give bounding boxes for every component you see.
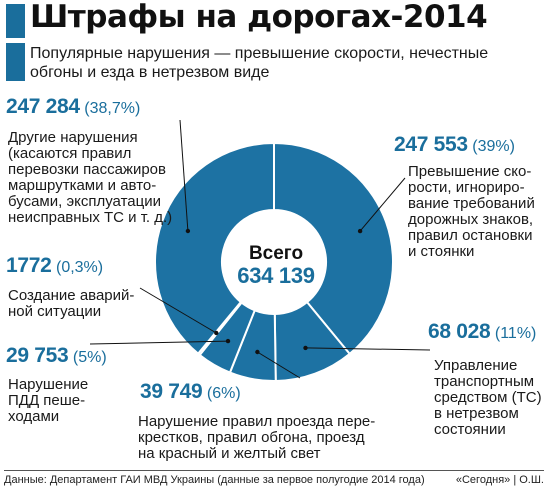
donut-slice-0 [273, 141, 394, 356]
slice-2-value-label: 39 749 (6%) [140, 380, 241, 406]
leader-lines [89, 119, 431, 379]
slice-2-description: Нарушение правил проезда пере- крестков,… [138, 414, 375, 462]
slice-1-desc-line: транспортным [434, 373, 535, 390]
slice-0-description: Превышение ско- рости, игнориро- вание т… [408, 164, 535, 260]
slice-0-desc-line: правил остановки [408, 227, 533, 244]
slice-3-description: Нарушение ПДД пеше- ходами [8, 377, 88, 425]
slice-4-percent: (0,3%) [55, 259, 104, 276]
slice-4-desc-line: ной ситуации [8, 303, 102, 320]
slice-0-value-label: 247 553 (39%) [394, 133, 515, 159]
slice-5-value: 247 284 [6, 95, 80, 118]
slice-1-value: 68 028 [428, 320, 491, 343]
total-value: 634 139 [237, 263, 315, 288]
slice-0-desc-line: и стоянки [408, 243, 475, 260]
slice-0-desc-line: вание требований [408, 195, 535, 212]
slice-0-percent: (39%) [472, 138, 515, 155]
slice-5-desc-line: маршрутками и авто- [8, 177, 157, 194]
slice-0-desc-line: Превышение ско- [408, 163, 532, 180]
slice-4-description: Создание аварий- ной ситуации [8, 288, 134, 320]
slice-3-desc-line: ПДД пеше- [8, 392, 86, 409]
slice-5-desc-line: перевозки пассажиров [8, 161, 166, 178]
leader-dot-4 [214, 330, 219, 336]
leader-dot-3 [225, 338, 231, 344]
footer: Данные: Департамент ГАИ МВД Украины (дан… [4, 470, 544, 486]
total-label: Всего [248, 243, 304, 264]
slice-4-value-label: 1772 (0,3%) [6, 254, 103, 280]
slice-5-description: Другие нарушения (касаются правил перево… [8, 130, 172, 226]
leader-line-2 [257, 351, 301, 379]
slice-2-percent: (6%) [206, 385, 241, 402]
slice-5-percent: (38,7%) [84, 100, 141, 117]
slice-2-value: 39 749 [140, 380, 203, 403]
leader-line-0 [359, 177, 406, 232]
slice-1-value-label: 68 028 (11%) [428, 320, 536, 346]
slice-2-desc-line: на красный и желтый свет [138, 445, 321, 462]
slice-1-desc-line: средством (ТС) [434, 389, 542, 406]
leader-dot-5 [185, 228, 191, 234]
source-note: Данные: Департамент ГАИ МВД Украины (дан… [4, 474, 425, 486]
slice-0-desc-line: рости, игнориро- [408, 179, 525, 196]
slice-4-desc-line: Создание аварий- [8, 287, 135, 304]
page-subtitle: Популярные нарушения — превышение скорос… [30, 45, 489, 81]
subtitle-accent-bar [6, 43, 25, 81]
slice-5-desc-line: Другие нарушения [8, 129, 138, 146]
donut-slices [154, 141, 394, 383]
title-accent-bar [6, 4, 25, 38]
donut-center: Всего 634 139 [226, 244, 326, 288]
slice-3-value-label: 29 753 (5%) [6, 344, 107, 370]
slice-1-desc-line: Управление [434, 357, 518, 374]
slice-0-value: 247 553 [394, 133, 468, 156]
slice-3-percent: (5%) [72, 349, 107, 366]
slice-1-description: Управление транспортным средством (ТС) в… [434, 358, 542, 438]
leader-line-4 [139, 287, 217, 334]
leader-line-5 [179, 119, 189, 232]
slice-3-value: 29 753 [6, 344, 69, 367]
slice-3-desc-line: ходами [8, 408, 60, 425]
leader-line-1 [305, 347, 431, 351]
slice-4-value: 1772 [6, 254, 52, 277]
slice-5-desc-line: бусами, эксплуатации [8, 193, 161, 210]
leader-dot-2 [255, 349, 260, 355]
donut-slice-5 [154, 141, 275, 356]
slice-5-desc-line: (касаются правил [8, 145, 132, 162]
leader-dot-0 [357, 228, 363, 234]
slice-3-desc-line: Нарушение [8, 376, 89, 393]
leader-line-3 [89, 340, 229, 345]
slice-2-desc-line: Нарушение правил проезда пере- [138, 413, 376, 430]
slice-0-desc-line: дорожных знаков, [408, 211, 534, 228]
slice-1-desc-line: состоянии [434, 421, 506, 438]
credit-note: «Сегодня» | О.Ш. [455, 474, 544, 486]
leader-dot-1 [303, 345, 308, 351]
slice-5-desc-line: неисправных ТС и т. д.) [8, 209, 173, 226]
slice-2-desc-line: крестков, правил обгона, проезд [138, 429, 365, 446]
slice-1-percent: (11%) [494, 325, 537, 342]
slice-5-value-label: 247 284 (38,7%) [6, 95, 140, 121]
page-title: Штрафы на дорогах-2014 [30, 0, 488, 35]
slice-1-desc-line: в нетрезвом [434, 405, 519, 422]
